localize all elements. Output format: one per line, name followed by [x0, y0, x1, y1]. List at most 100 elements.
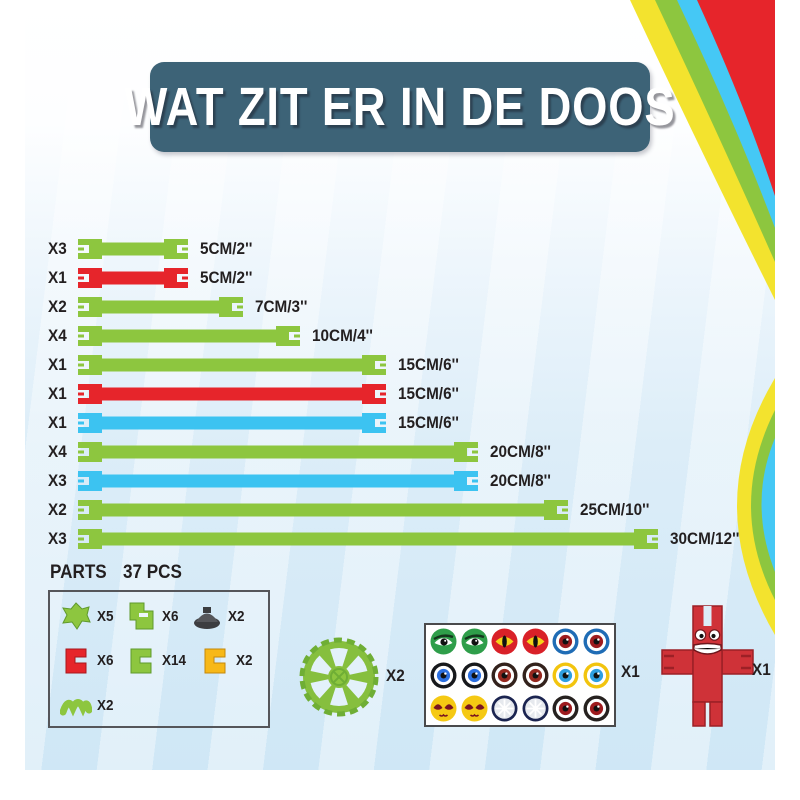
part-item: X5	[60, 601, 115, 631]
sticker-row	[430, 628, 610, 655]
bar-size-label: 15CM/6''	[398, 383, 459, 403]
bar-size-label: 5CM/2''	[200, 238, 253, 258]
track-bar-graphic	[78, 412, 386, 433]
bar-quantity: X4	[48, 325, 67, 345]
bar-row: X3 30CM/12''	[48, 524, 747, 553]
sticker-sheet-quantity: X1	[621, 662, 640, 681]
parts-heading: PARTS 37 PCS	[50, 562, 198, 584]
bar-row: X3 5CM/2''	[48, 234, 747, 263]
bar-quantity: X1	[48, 412, 67, 432]
blue-ring-red-eye	[552, 628, 579, 655]
corner-bracket-icon	[129, 602, 154, 630]
track-bar-graphic	[78, 441, 478, 462]
part-quantity: X2	[236, 652, 253, 669]
part-item: X6	[125, 601, 180, 631]
cross-connector-icon	[62, 602, 91, 630]
bar-quantity: X3	[48, 528, 67, 548]
part-item: X6	[60, 646, 115, 676]
black-ring-blue-eye	[461, 662, 488, 688]
bar-quantity: X1	[48, 354, 67, 374]
suction-cup-icon	[193, 607, 220, 629]
track-bar-graphic	[78, 528, 658, 549]
parts-count-label: 37 PCS	[122, 562, 182, 583]
bar-quantity: X1	[48, 383, 67, 403]
track-bar-graphic	[78, 383, 386, 404]
gear-wheel-icon	[298, 636, 380, 723]
bar-row: X4 10CM/4''	[48, 321, 747, 350]
bar-row: X1 15CM/6''	[48, 379, 747, 408]
rainbow-swoosh	[630, 0, 775, 635]
bar-size-label: 25CM/10''	[580, 499, 650, 519]
bar-row: X1 5CM/2''	[48, 263, 747, 292]
parts-row: X5 X6 X2	[60, 601, 262, 631]
black-ring-red-eye	[552, 695, 579, 722]
bar-size-label: 20CM/8''	[490, 441, 551, 461]
brown-ring-red-eye	[491, 662, 518, 688]
yellow-ring-blue-eye	[552, 662, 579, 688]
part-quantity: X6	[162, 607, 179, 625]
part-item: X2	[60, 690, 115, 720]
track-bar-graphic	[78, 325, 300, 346]
part-quantity: X5	[97, 607, 114, 625]
gear-wheel-icon	[299, 637, 379, 717]
bar-quantity: X4	[48, 441, 67, 461]
bar-quantity: X3	[48, 470, 67, 490]
bar-row: X4 20CM/8''	[48, 437, 747, 466]
track-clip-icon	[130, 648, 152, 673]
bar-size-label: 15CM/6''	[398, 412, 459, 432]
red-track-figure-icon	[661, 605, 754, 727]
bar-row: X1 15CM/6''	[48, 350, 747, 379]
track-bar-graphic	[78, 499, 568, 520]
yellow-ring-blue-eye	[583, 662, 610, 688]
part-quantity: X2	[227, 607, 245, 625]
part-item: X14	[125, 646, 189, 676]
track-clip-icon	[65, 648, 87, 673]
red-track-figure-icon	[660, 604, 755, 734]
bar-row: X2 7CM/3''	[48, 292, 747, 321]
red-cat-eye	[522, 628, 549, 655]
bar-size-label: 20CM/8''	[490, 470, 551, 490]
silver-sparkle-eye	[522, 695, 549, 722]
track-bar-graphic	[78, 470, 478, 491]
bar-row: X1 15CM/6''	[48, 408, 747, 437]
bar-size-label: 10CM/4''	[312, 325, 373, 345]
wave-piece-icon	[60, 699, 92, 717]
blue-ring-red-eye	[583, 628, 610, 655]
bar-list: X3 5CM/2'' X1 5CM/2'' X2 7CM/3'' X4 10CM/4'' X1 1…	[48, 234, 747, 553]
page-title: WAT ZIT ER IN DE DOOS	[124, 77, 676, 137]
bar-row: X2 25CM/10''	[48, 495, 747, 524]
part-item: X2	[191, 601, 246, 631]
eye-sticker-sheet	[424, 623, 616, 727]
red-cat-eye	[491, 628, 518, 655]
figure-quantity: X1	[752, 660, 771, 679]
sticker-row	[430, 662, 610, 689]
track-clip-icon	[204, 648, 226, 673]
parts-row: X6 X14 X2	[60, 646, 262, 676]
bar-size-label: 30CM/12''	[670, 528, 740, 548]
bar-size-label: 5CM/2''	[200, 267, 253, 287]
wheel-quantity: X2	[386, 666, 405, 685]
parts-box: X5 X6 X2 X6 X14 X2 X2	[48, 590, 270, 728]
bar-quantity: X2	[48, 499, 67, 519]
green-angry-eye	[430, 628, 457, 655]
bar-quantity: X1	[48, 267, 67, 287]
sticker-row	[430, 695, 610, 722]
green-angry-eye	[461, 628, 488, 655]
black-ring-blue-eye	[430, 662, 457, 688]
brown-ring-red-eye	[522, 662, 549, 688]
track-bar-graphic	[78, 238, 188, 259]
parts-heading-label: PARTS	[50, 562, 107, 583]
part-quantity: X2	[97, 696, 114, 714]
silver-sparkle-eye	[491, 695, 518, 722]
part-quantity: X6	[97, 652, 114, 669]
track-bar-graphic	[78, 354, 386, 375]
title-banner: WAT ZIT ER IN DE DOOS	[124, 62, 675, 152]
bar-row: X3 20CM/8''	[48, 466, 747, 495]
part-quantity: X14	[162, 652, 187, 669]
bar-quantity: X3	[48, 238, 67, 258]
black-ring-red-eye	[583, 695, 610, 722]
yellow-sleepy-eye	[430, 695, 457, 722]
bar-quantity: X2	[48, 296, 67, 316]
bar-size-label: 7CM/3''	[255, 296, 308, 316]
